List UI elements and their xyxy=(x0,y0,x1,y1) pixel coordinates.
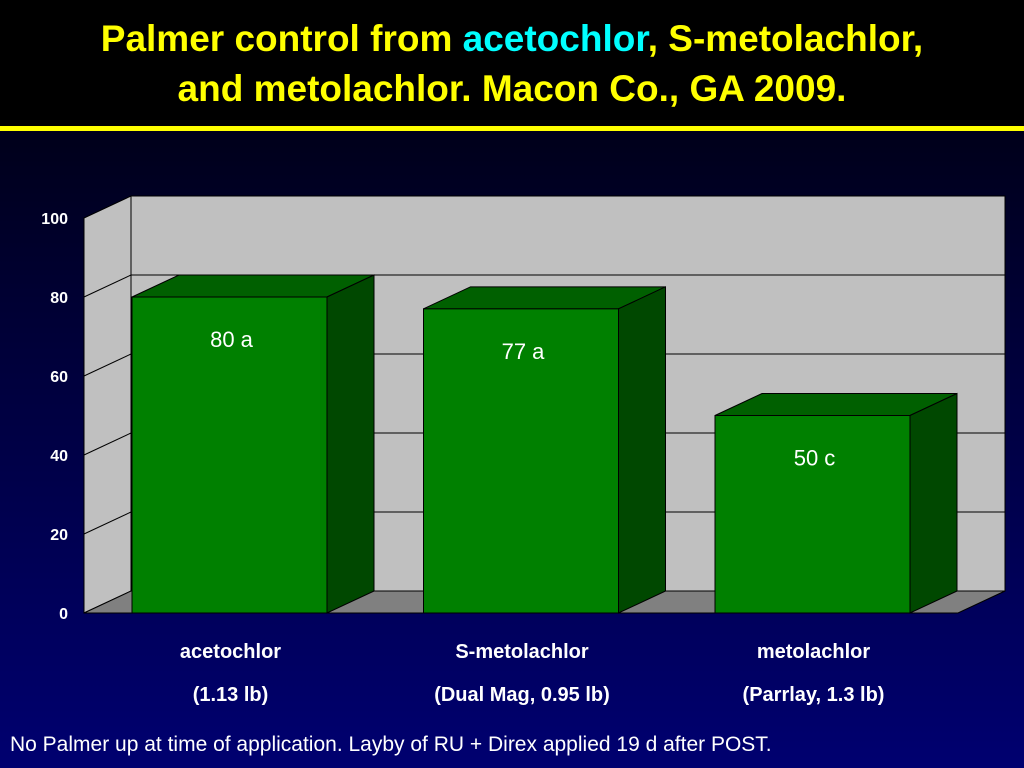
x-category-label: metolachlor xyxy=(757,641,871,663)
gridline-side xyxy=(83,511,132,535)
bar-side xyxy=(909,392,958,614)
data-label: 80 a xyxy=(210,327,254,352)
x-category-sublabel: (1.13 lb) xyxy=(193,684,269,706)
bar-side xyxy=(326,274,375,614)
y-tick-label: 20 xyxy=(50,527,68,544)
y-tick-label: 40 xyxy=(50,448,68,465)
title-part2: , S-metolachlor, xyxy=(647,18,924,59)
side-wall xyxy=(83,195,132,614)
title-line2: and metolachlor. Macon Co., GA 2009. xyxy=(177,68,847,109)
y-tick-label: 60 xyxy=(50,369,68,386)
footnote: No Palmer up at time of application. Lay… xyxy=(10,733,772,756)
title-underline xyxy=(0,126,1024,131)
bar-side xyxy=(618,286,666,614)
title-bar xyxy=(0,0,1024,126)
bar xyxy=(423,308,619,614)
gridline-side xyxy=(83,432,132,456)
y-tick-label: 0 xyxy=(59,606,68,623)
gridline-side xyxy=(83,274,132,298)
x-category-sublabel: (Dual Mag, 0.95 lb) xyxy=(434,684,610,706)
x-category-label: acetochlor xyxy=(180,641,281,663)
slide-title: Palmer control from acetochlor, S-metola… xyxy=(0,14,1024,114)
title-part1: Palmer control from xyxy=(100,18,463,59)
title-highlight: acetochlor xyxy=(462,18,648,59)
data-label: 50 c xyxy=(794,446,836,471)
y-tick-label: 80 xyxy=(50,290,68,307)
x-category-label: S-metolachlor xyxy=(455,641,589,663)
gridline-side xyxy=(83,353,132,377)
bar xyxy=(131,296,328,614)
x-category-sublabel: (Parrlay, 1.3 lb) xyxy=(743,684,885,706)
y-tick-label: 100 xyxy=(41,211,68,228)
bar xyxy=(714,415,911,614)
data-label: 77 a xyxy=(502,339,546,364)
